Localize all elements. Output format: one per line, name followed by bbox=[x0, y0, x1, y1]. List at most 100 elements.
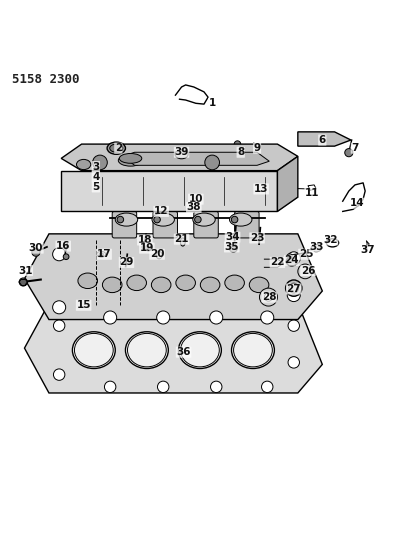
Circle shape bbox=[288, 320, 299, 332]
Text: 5158 2300: 5158 2300 bbox=[12, 72, 80, 86]
Text: 30: 30 bbox=[29, 243, 43, 253]
Text: 19: 19 bbox=[140, 243, 154, 253]
Ellipse shape bbox=[193, 213, 215, 226]
Text: 39: 39 bbox=[174, 147, 189, 157]
Ellipse shape bbox=[200, 277, 220, 293]
Ellipse shape bbox=[287, 254, 292, 257]
Text: 7: 7 bbox=[351, 143, 359, 153]
Ellipse shape bbox=[119, 154, 142, 163]
Ellipse shape bbox=[118, 155, 143, 166]
Ellipse shape bbox=[225, 275, 244, 290]
Text: 33: 33 bbox=[309, 242, 324, 252]
Circle shape bbox=[154, 216, 160, 223]
Text: 25: 25 bbox=[299, 249, 313, 259]
Circle shape bbox=[53, 320, 65, 332]
Text: 20: 20 bbox=[150, 249, 164, 259]
Circle shape bbox=[86, 174, 91, 180]
Circle shape bbox=[53, 369, 65, 381]
Text: 37: 37 bbox=[360, 245, 375, 255]
Polygon shape bbox=[122, 152, 269, 165]
Ellipse shape bbox=[75, 334, 113, 367]
Ellipse shape bbox=[115, 213, 138, 226]
Circle shape bbox=[205, 155, 220, 170]
Ellipse shape bbox=[233, 334, 273, 367]
Ellipse shape bbox=[180, 334, 220, 367]
Text: 11: 11 bbox=[305, 188, 319, 198]
Circle shape bbox=[345, 149, 353, 157]
Ellipse shape bbox=[179, 332, 221, 368]
Text: 34: 34 bbox=[225, 232, 240, 242]
Text: 4: 4 bbox=[92, 172, 100, 182]
Circle shape bbox=[53, 301, 66, 314]
Ellipse shape bbox=[73, 332, 115, 368]
Circle shape bbox=[262, 381, 273, 393]
Circle shape bbox=[261, 311, 274, 324]
Circle shape bbox=[104, 311, 117, 324]
Ellipse shape bbox=[102, 277, 122, 293]
Text: 21: 21 bbox=[174, 234, 189, 244]
Text: 17: 17 bbox=[97, 249, 111, 259]
Ellipse shape bbox=[152, 213, 175, 226]
Text: 8: 8 bbox=[237, 147, 244, 157]
Circle shape bbox=[117, 216, 124, 223]
Circle shape bbox=[234, 141, 241, 147]
Circle shape bbox=[157, 381, 169, 393]
Text: 1: 1 bbox=[208, 98, 216, 108]
Text: 9: 9 bbox=[253, 143, 261, 153]
Ellipse shape bbox=[151, 277, 171, 293]
Circle shape bbox=[287, 288, 300, 302]
Ellipse shape bbox=[232, 332, 274, 368]
Text: 3: 3 bbox=[92, 161, 100, 172]
Circle shape bbox=[121, 308, 132, 319]
Circle shape bbox=[85, 163, 92, 170]
Circle shape bbox=[93, 155, 107, 170]
Text: 36: 36 bbox=[176, 347, 191, 357]
Ellipse shape bbox=[176, 275, 195, 290]
Text: 5: 5 bbox=[92, 182, 100, 192]
Text: 10: 10 bbox=[188, 194, 203, 204]
Circle shape bbox=[288, 357, 299, 368]
Circle shape bbox=[211, 381, 222, 393]
Text: 13: 13 bbox=[254, 184, 268, 194]
Circle shape bbox=[32, 248, 40, 256]
Polygon shape bbox=[298, 132, 351, 146]
Circle shape bbox=[259, 288, 277, 306]
Ellipse shape bbox=[286, 257, 297, 266]
Ellipse shape bbox=[229, 213, 252, 226]
Polygon shape bbox=[277, 156, 298, 212]
Circle shape bbox=[231, 308, 242, 319]
Text: 35: 35 bbox=[224, 242, 239, 252]
Text: 14: 14 bbox=[350, 198, 364, 208]
Text: 15: 15 bbox=[76, 300, 91, 310]
Polygon shape bbox=[24, 234, 322, 320]
Ellipse shape bbox=[126, 332, 168, 368]
Circle shape bbox=[104, 381, 116, 393]
Circle shape bbox=[53, 248, 66, 261]
Circle shape bbox=[231, 216, 238, 223]
Circle shape bbox=[287, 252, 300, 265]
Text: 32: 32 bbox=[323, 235, 338, 245]
Text: 23: 23 bbox=[250, 233, 264, 243]
FancyBboxPatch shape bbox=[112, 212, 137, 238]
Circle shape bbox=[157, 311, 170, 324]
Ellipse shape bbox=[99, 253, 103, 256]
Text: 6: 6 bbox=[319, 135, 326, 145]
Polygon shape bbox=[61, 144, 298, 171]
Text: 28: 28 bbox=[262, 292, 277, 302]
Text: 16: 16 bbox=[56, 241, 71, 251]
Circle shape bbox=[210, 311, 223, 324]
FancyBboxPatch shape bbox=[153, 212, 177, 238]
Text: 18: 18 bbox=[137, 235, 152, 245]
Text: 26: 26 bbox=[301, 265, 315, 276]
Text: 38: 38 bbox=[186, 203, 201, 212]
Circle shape bbox=[63, 254, 69, 260]
Text: 27: 27 bbox=[286, 284, 301, 294]
Circle shape bbox=[19, 278, 27, 286]
Text: 22: 22 bbox=[270, 257, 285, 268]
Text: 24: 24 bbox=[284, 255, 299, 265]
Text: 29: 29 bbox=[119, 257, 134, 268]
Ellipse shape bbox=[107, 142, 125, 154]
Ellipse shape bbox=[127, 275, 146, 290]
Text: 2: 2 bbox=[115, 143, 122, 153]
Circle shape bbox=[86, 184, 91, 190]
